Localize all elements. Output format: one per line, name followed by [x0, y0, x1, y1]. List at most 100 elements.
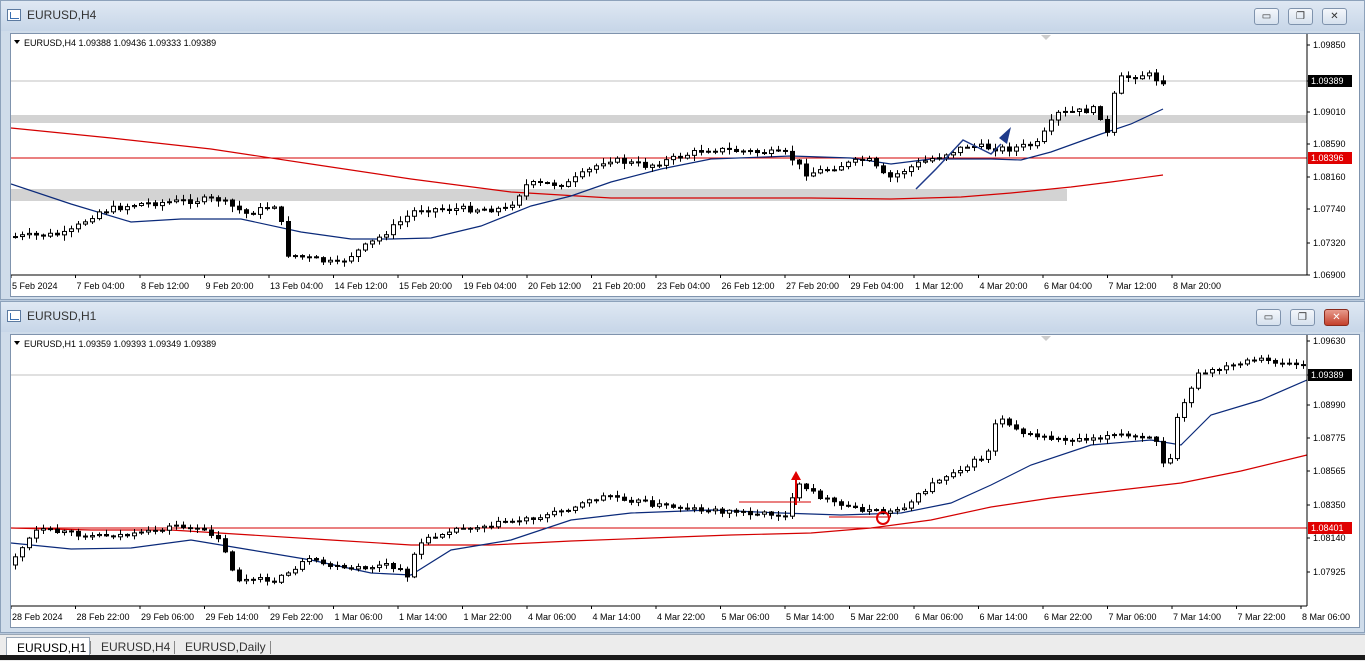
candle-body [937, 157, 942, 160]
candle-body [216, 534, 221, 540]
time-tick-label: 8 Mar 20:00 [1173, 281, 1221, 291]
candle-body [1161, 80, 1166, 85]
candle-body [1063, 437, 1068, 441]
candle-body [1182, 402, 1187, 418]
symbol-info-label: EURUSD,H1 1.09359 1.09393 1.09349 1.0938… [24, 339, 216, 349]
candle-body [265, 207, 270, 210]
time-tick-label: 20 Feb 12:00 [528, 281, 581, 291]
candle-body [230, 199, 235, 207]
candle-body [125, 206, 130, 211]
candle-body [769, 149, 774, 155]
candle-body [895, 509, 900, 512]
candle-body [874, 509, 879, 512]
price-tick-label: 1.08350 [1313, 500, 1346, 510]
candle-body [335, 259, 340, 262]
candle-body [405, 568, 410, 578]
candle-body [468, 205, 473, 213]
time-tick-label: 29 Feb 06:00 [141, 612, 194, 622]
candle-body [1301, 364, 1306, 367]
candle-body [405, 215, 410, 223]
candle-body [251, 578, 256, 581]
candle-body [426, 210, 431, 213]
price-chart-h1[interactable]: 1.096301.092051.089901.087751.085651.083… [10, 334, 1360, 628]
moving-average-slow [11, 127, 1164, 200]
chart-window-h4[interactable]: EURUSD,H4 ▭ ❐ ✕ 1.098501.094301.090101.0… [0, 0, 1365, 300]
candle-body [804, 483, 809, 490]
candle-body [888, 510, 893, 514]
candle-body [391, 224, 396, 236]
tab-eurusd-daily[interactable]: EURUSD,Daily [185, 640, 266, 654]
candle-body [769, 511, 774, 516]
minimize-button[interactable]: ▭ [1254, 8, 1279, 25]
time-tick-label: 7 Mar 22:00 [1238, 612, 1286, 622]
close-button[interactable]: ✕ [1322, 8, 1347, 25]
candle-body [398, 568, 403, 571]
chart-window-h1[interactable]: EURUSD,H1 ▭ ❐ ✕ 1.096301.092051.089901.0… [0, 301, 1365, 633]
horizontal-line-price-box [1308, 522, 1352, 534]
candle-body [34, 232, 39, 236]
price-tick-label: 1.07740 [1313, 204, 1346, 214]
candle-body [265, 577, 270, 582]
horizontal-line-price-label: 1.08396 [1311, 153, 1344, 163]
candle-body [916, 161, 921, 168]
candle-body [517, 520, 522, 523]
candle-body [811, 488, 816, 492]
time-tick-label: 5 Mar 22:00 [851, 612, 899, 622]
candle-body [1112, 434, 1117, 437]
candle-body [482, 208, 487, 211]
maximize-button[interactable]: ❐ [1290, 309, 1315, 326]
candle-body [188, 199, 193, 204]
candle-body [1259, 357, 1264, 361]
tab-eurusd-h4[interactable]: EURUSD,H4 [101, 640, 171, 654]
candle-body [146, 202, 151, 205]
candle-body [181, 199, 186, 202]
candle-body [13, 236, 18, 239]
tab-eurusd-h1[interactable]: EURUSD,H1 [6, 637, 90, 657]
candle-body [461, 205, 466, 210]
candle-body [132, 532, 137, 537]
candle-body [902, 171, 907, 175]
candle-body [867, 509, 872, 512]
candle-body [699, 150, 704, 153]
candle-body [797, 159, 802, 165]
candle-body [41, 528, 46, 531]
candle-body [1112, 92, 1117, 133]
candle-body [342, 260, 347, 263]
candle-body [13, 556, 18, 566]
titlebar-h4[interactable]: EURUSD,H4 ▭ ❐ ✕ [1, 1, 1364, 31]
time-tick-label: 4 Mar 14:00 [593, 612, 641, 622]
candle-body [1070, 110, 1075, 113]
candlestick-chart-h4[interactable]: 1.098501.094301.090101.085901.081601.077… [11, 34, 1359, 296]
minimize-button[interactable]: ▭ [1256, 309, 1281, 326]
candle-body [1147, 436, 1152, 439]
maximize-button[interactable]: ❐ [1288, 8, 1313, 25]
chart-shift-marker [1041, 35, 1051, 40]
candle-body [307, 256, 312, 259]
candle-body [692, 507, 697, 510]
candle-body [853, 158, 858, 163]
candle-body [601, 495, 606, 501]
time-tick-label: 15 Feb 20:00 [399, 281, 452, 291]
titlebar-h1[interactable]: EURUSD,H1 ▭ ❐ ✕ [1, 302, 1364, 332]
price-chart-h4[interactable]: 1.098501.094301.090101.085901.081601.077… [10, 33, 1360, 297]
candle-body [811, 172, 816, 177]
candle-body [174, 199, 179, 203]
candle-body [27, 232, 32, 236]
time-tick-label: 5 Feb 2024 [12, 281, 58, 291]
close-button[interactable]: ✕ [1324, 309, 1349, 326]
candle-body [83, 535, 88, 538]
candle-body [783, 515, 788, 518]
current-price-label: 1.09389 [1311, 76, 1344, 86]
candle-body [76, 223, 81, 230]
candle-body [986, 450, 991, 460]
time-tick-label: 21 Feb 20:00 [593, 281, 646, 291]
candle-body [832, 497, 837, 503]
candle-body [608, 161, 613, 165]
candle-body [104, 533, 109, 537]
candle-body [209, 529, 214, 536]
candlestick-chart-h1[interactable]: 1.096301.092051.089901.087751.085651.083… [11, 335, 1359, 627]
current-price-box [1308, 369, 1352, 381]
support-zone [11, 115, 1307, 123]
candle-body [1035, 141, 1040, 147]
moving-average-fast [11, 379, 1308, 576]
